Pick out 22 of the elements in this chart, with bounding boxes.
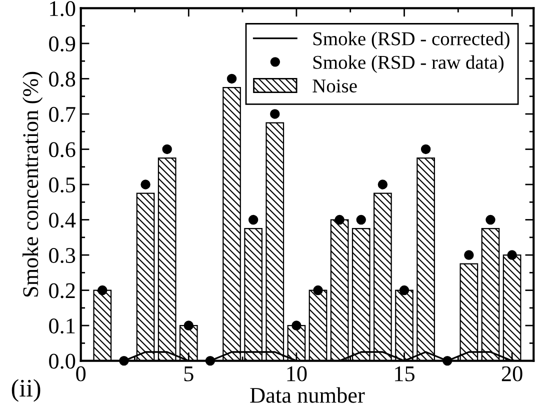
y-tick-label: 0.6 — [49, 142, 76, 158]
y-tick-label: 0.9 — [49, 36, 76, 52]
y-tick-label: 0.7 — [49, 106, 76, 122]
x-axis-title: Data number — [250, 387, 365, 403]
y-tick-label: 0.4 — [49, 212, 76, 228]
y-tick-label: 1.0 — [50, 1, 76, 16]
x-tick-label: 15 — [395, 366, 414, 382]
y-tick-label: 0.1 — [49, 318, 75, 334]
x-tick-label: 5 — [184, 366, 194, 382]
y-tick-label: 0.8 — [49, 72, 76, 87]
y-axis-title: Smoke concentration (%) — [22, 72, 43, 297]
x-tick-label: 20 — [502, 366, 522, 382]
y-tick-label: 0.2 — [49, 283, 75, 298]
x-tick-label: 10 — [287, 366, 307, 382]
legend-label: Smoke (RSD - corrected) — [313, 32, 510, 50]
legend-label: Smoke (RSD - raw data) — [313, 55, 504, 73]
y-tick-label: 0.3 — [49, 248, 76, 264]
x-tick-label: 0 — [76, 366, 86, 382]
legend-label: Noise — [312, 79, 357, 93]
y-tick-label: 0.0 — [49, 354, 76, 369]
text: (ii) — [12, 379, 40, 402]
y-tick-label: 0.5 — [49, 177, 76, 193]
